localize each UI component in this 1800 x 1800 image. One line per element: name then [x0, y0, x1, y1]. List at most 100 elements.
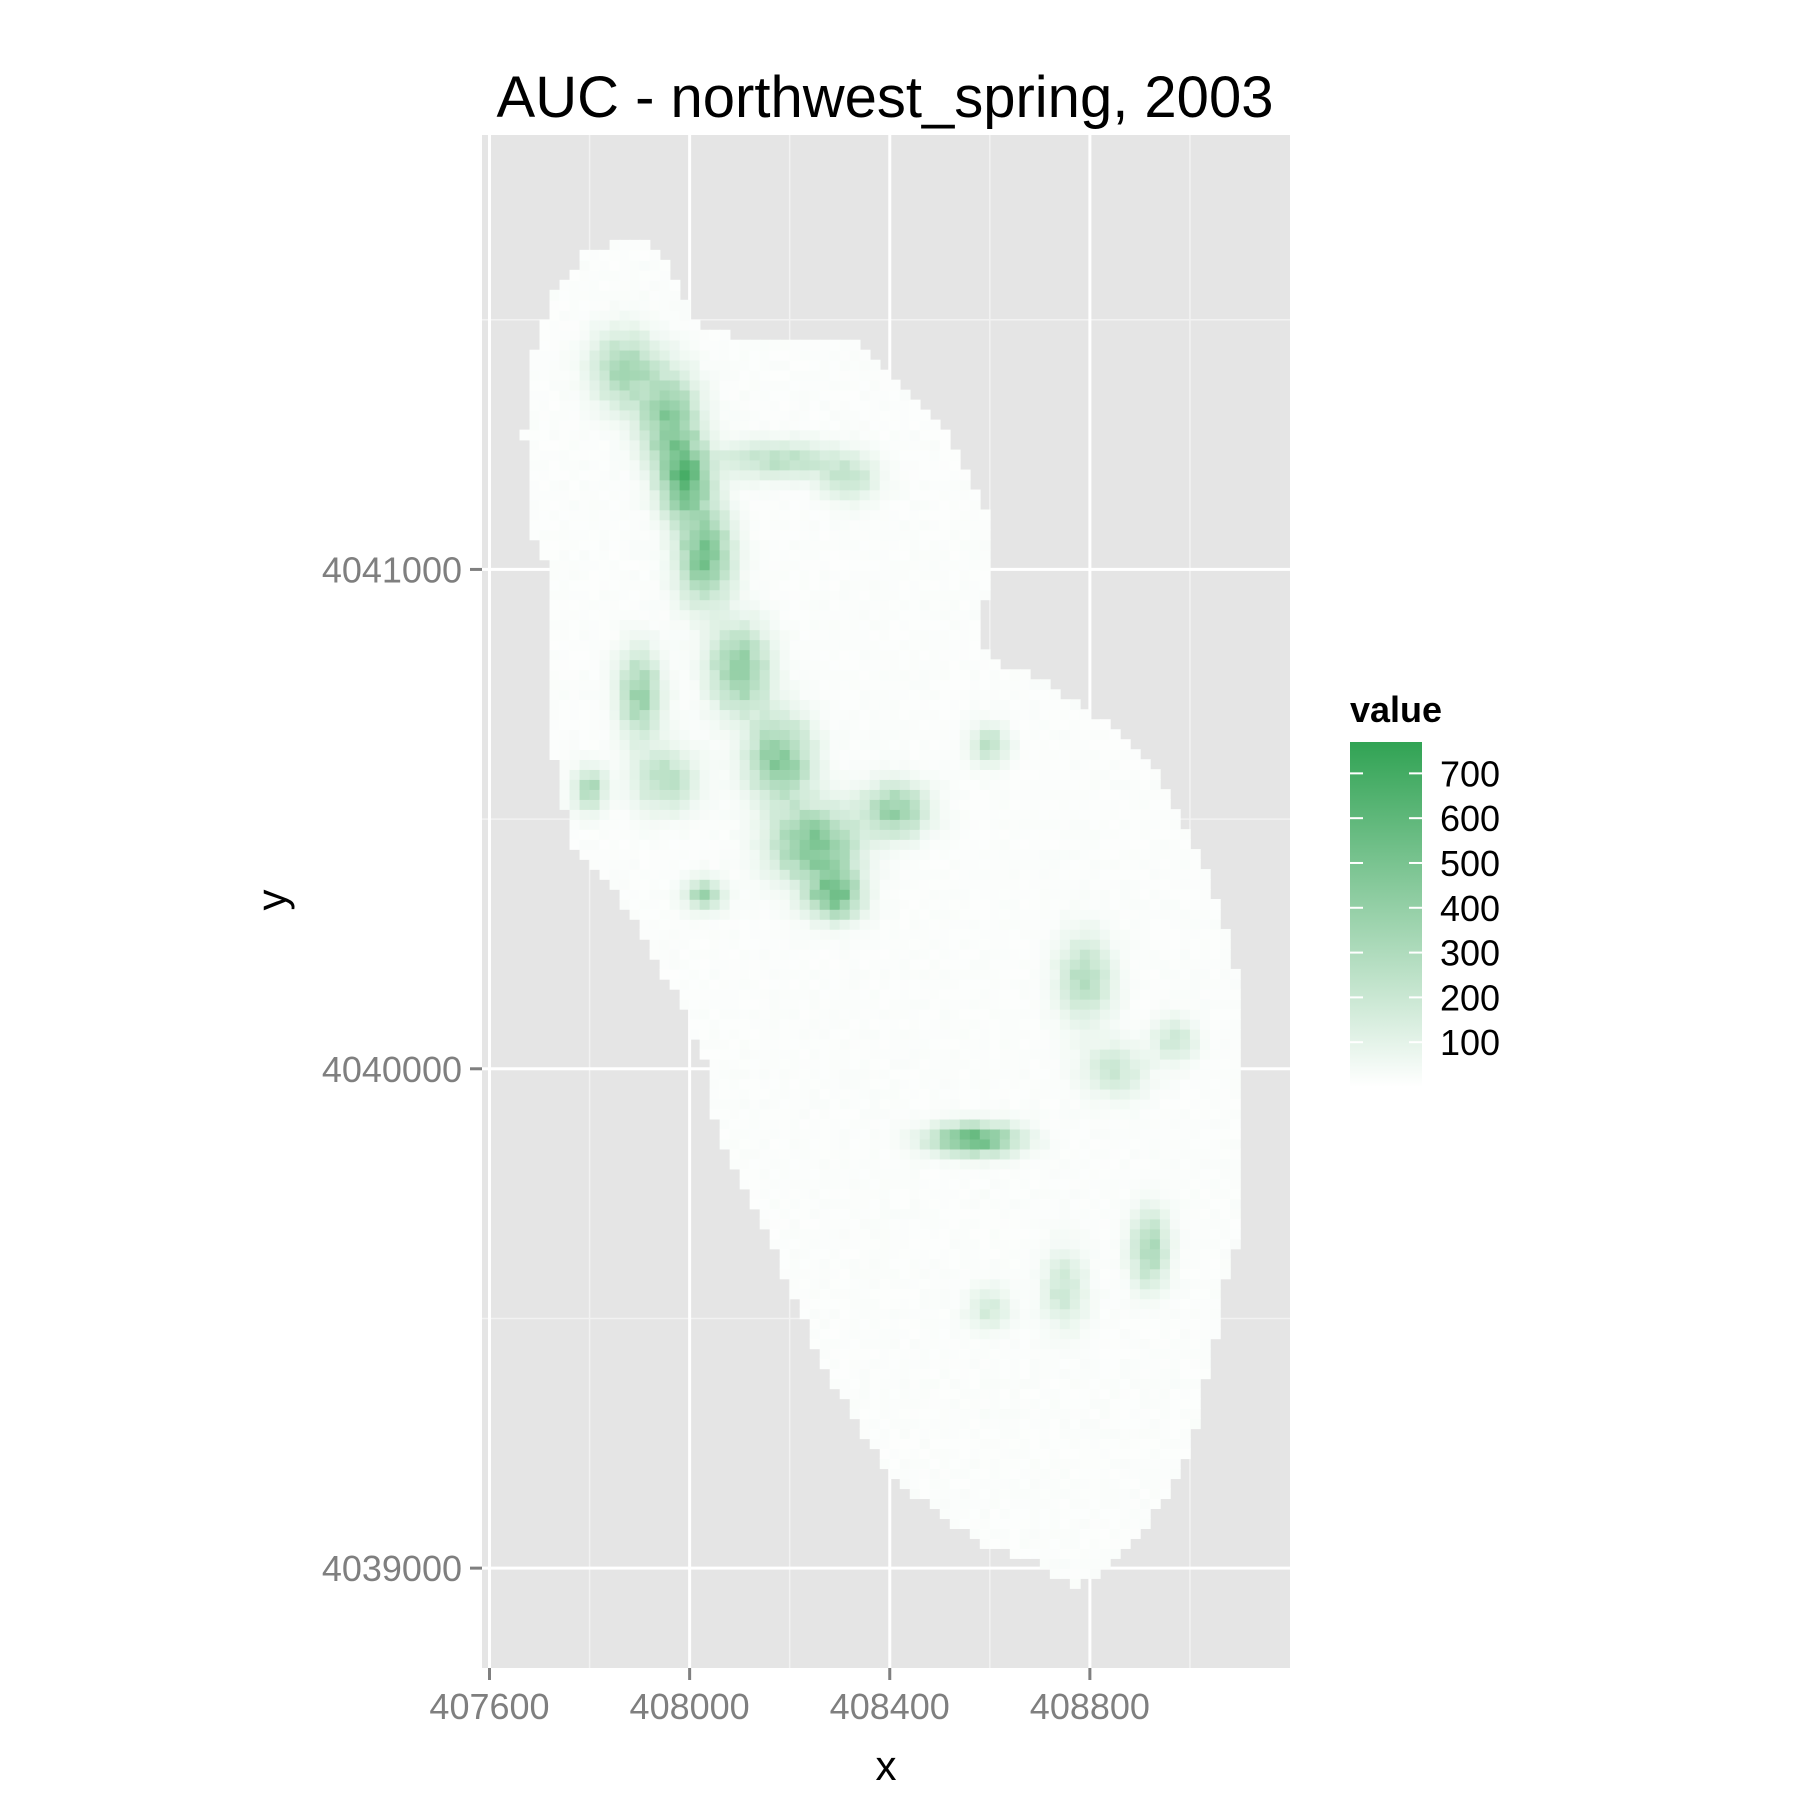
- heatmap-cell: [609, 339, 621, 351]
- heatmap-cell: [769, 419, 781, 431]
- heatmap-cell: [669, 849, 681, 860]
- heatmap-cell: [829, 1378, 841, 1390]
- heatmap-cell: [719, 1028, 731, 1040]
- heatmap-cell: [559, 739, 571, 750]
- heatmap-cell: [789, 839, 801, 850]
- heatmap-cell: [1009, 1418, 1021, 1430]
- heatmap-cell: [959, 699, 971, 711]
- heatmap-cell: [1009, 869, 1021, 880]
- heatmap-cell: [829, 978, 841, 990]
- heatmap-cell: [719, 789, 731, 800]
- heatmap-cell: [609, 629, 621, 641]
- heatmap-cell: [1039, 1298, 1051, 1310]
- heatmap-cell: [749, 669, 761, 681]
- heatmap-cell: [799, 1128, 811, 1140]
- heatmap-cell: [1059, 1478, 1071, 1490]
- heatmap-cell: [679, 329, 691, 341]
- heatmap-cell: [1029, 1388, 1041, 1400]
- heatmap-cell: [689, 539, 701, 551]
- heatmap-cell: [969, 1238, 981, 1250]
- heatmap-cell: [599, 439, 611, 451]
- heatmap-cell: [1069, 1148, 1081, 1160]
- heatmap-cell: [869, 709, 881, 721]
- heatmap-cell: [1059, 1018, 1071, 1030]
- heatmap-cell: [689, 978, 701, 990]
- heatmap-cell: [629, 669, 641, 681]
- heatmap-cell: [819, 399, 831, 411]
- heatmap-cell: [799, 1208, 811, 1220]
- heatmap-cell: [719, 1038, 731, 1050]
- heatmap-cell: [729, 739, 741, 750]
- heatmap-cell: [1089, 1138, 1101, 1150]
- heatmap-cell: [749, 569, 761, 581]
- heatmap-cell: [769, 789, 781, 800]
- heatmap-cell: [1099, 948, 1111, 960]
- heatmap-cell: [729, 849, 741, 860]
- heatmap-cell: [559, 489, 571, 501]
- heatmap-cell: [529, 479, 541, 491]
- heatmap-cell: [819, 1328, 831, 1340]
- heatmap-cell: [1079, 709, 1091, 721]
- heatmap-cell: [809, 1288, 821, 1300]
- heatmap-cell: [789, 1058, 801, 1070]
- heatmap-cell: [669, 869, 681, 880]
- heatmap-cell: [699, 649, 711, 661]
- heatmap-cell: [889, 988, 901, 1000]
- heatmap-cell: [839, 829, 851, 840]
- heatmap-cell: [929, 1278, 941, 1290]
- heatmap-cell: [869, 739, 881, 750]
- heatmap-cell: [549, 499, 561, 511]
- heatmap-cell: [1089, 1148, 1101, 1160]
- heatmap-cell: [1009, 948, 1021, 960]
- heatmap-cell: [789, 1188, 801, 1200]
- heatmap-cell: [1049, 1408, 1061, 1420]
- heatmap-cell: [889, 1458, 901, 1470]
- heatmap-cell: [859, 1018, 871, 1030]
- heatmap-cell: [829, 509, 841, 521]
- heatmap-cell: [919, 569, 931, 581]
- heatmap-cell: [849, 649, 861, 661]
- heatmap-cell: [719, 998, 731, 1010]
- heatmap-cell: [589, 319, 601, 331]
- heatmap-cell: [839, 799, 851, 810]
- heatmap-cell: [1029, 849, 1041, 860]
- heatmap-cell: [1039, 938, 1051, 950]
- heatmap-cell: [729, 799, 741, 810]
- heatmap-cell: [829, 579, 841, 591]
- heatmap-cell: [1099, 1328, 1111, 1340]
- heatmap-cell: [649, 928, 661, 940]
- heatmap-cell: [659, 549, 671, 561]
- heatmap-cell: [799, 629, 811, 641]
- heatmap-cell: [689, 459, 701, 471]
- heatmap-cell: [549, 639, 561, 651]
- heatmap-cell: [739, 978, 751, 990]
- heatmap-cell: [1009, 1488, 1021, 1500]
- heatmap-cell: [1029, 1098, 1041, 1110]
- heatmap-cell: [1019, 1378, 1031, 1390]
- heatmap-cell: [779, 349, 791, 361]
- heatmap-cell: [819, 619, 831, 631]
- heatmap-cell: [849, 819, 861, 830]
- heatmap-cell: [939, 1408, 951, 1420]
- heatmap-cell: [649, 819, 661, 830]
- heatmap-cell: [669, 819, 681, 830]
- heatmap-cell: [1019, 1518, 1031, 1529]
- heatmap-cell: [899, 609, 911, 621]
- heatmap-cell: [969, 1198, 981, 1210]
- heatmap-cell: [969, 1048, 981, 1060]
- heatmap-cell: [649, 309, 661, 321]
- heatmap-cell: [1089, 1018, 1101, 1030]
- heatmap-cell: [569, 619, 581, 631]
- heatmap-cell: [1089, 1418, 1101, 1430]
- heatmap-cell: [1039, 1048, 1051, 1060]
- heatmap-cell: [699, 799, 711, 810]
- heatmap-cell: [799, 1048, 811, 1060]
- heatmap-cell: [639, 509, 651, 521]
- heatmap-cell: [829, 1288, 841, 1300]
- heatmap-cell: [1029, 1308, 1041, 1320]
- heatmap-cell: [1099, 1188, 1111, 1200]
- heatmap-cell: [849, 1268, 861, 1280]
- heatmap-cell: [879, 1278, 891, 1290]
- heatmap-cell: [959, 1338, 971, 1350]
